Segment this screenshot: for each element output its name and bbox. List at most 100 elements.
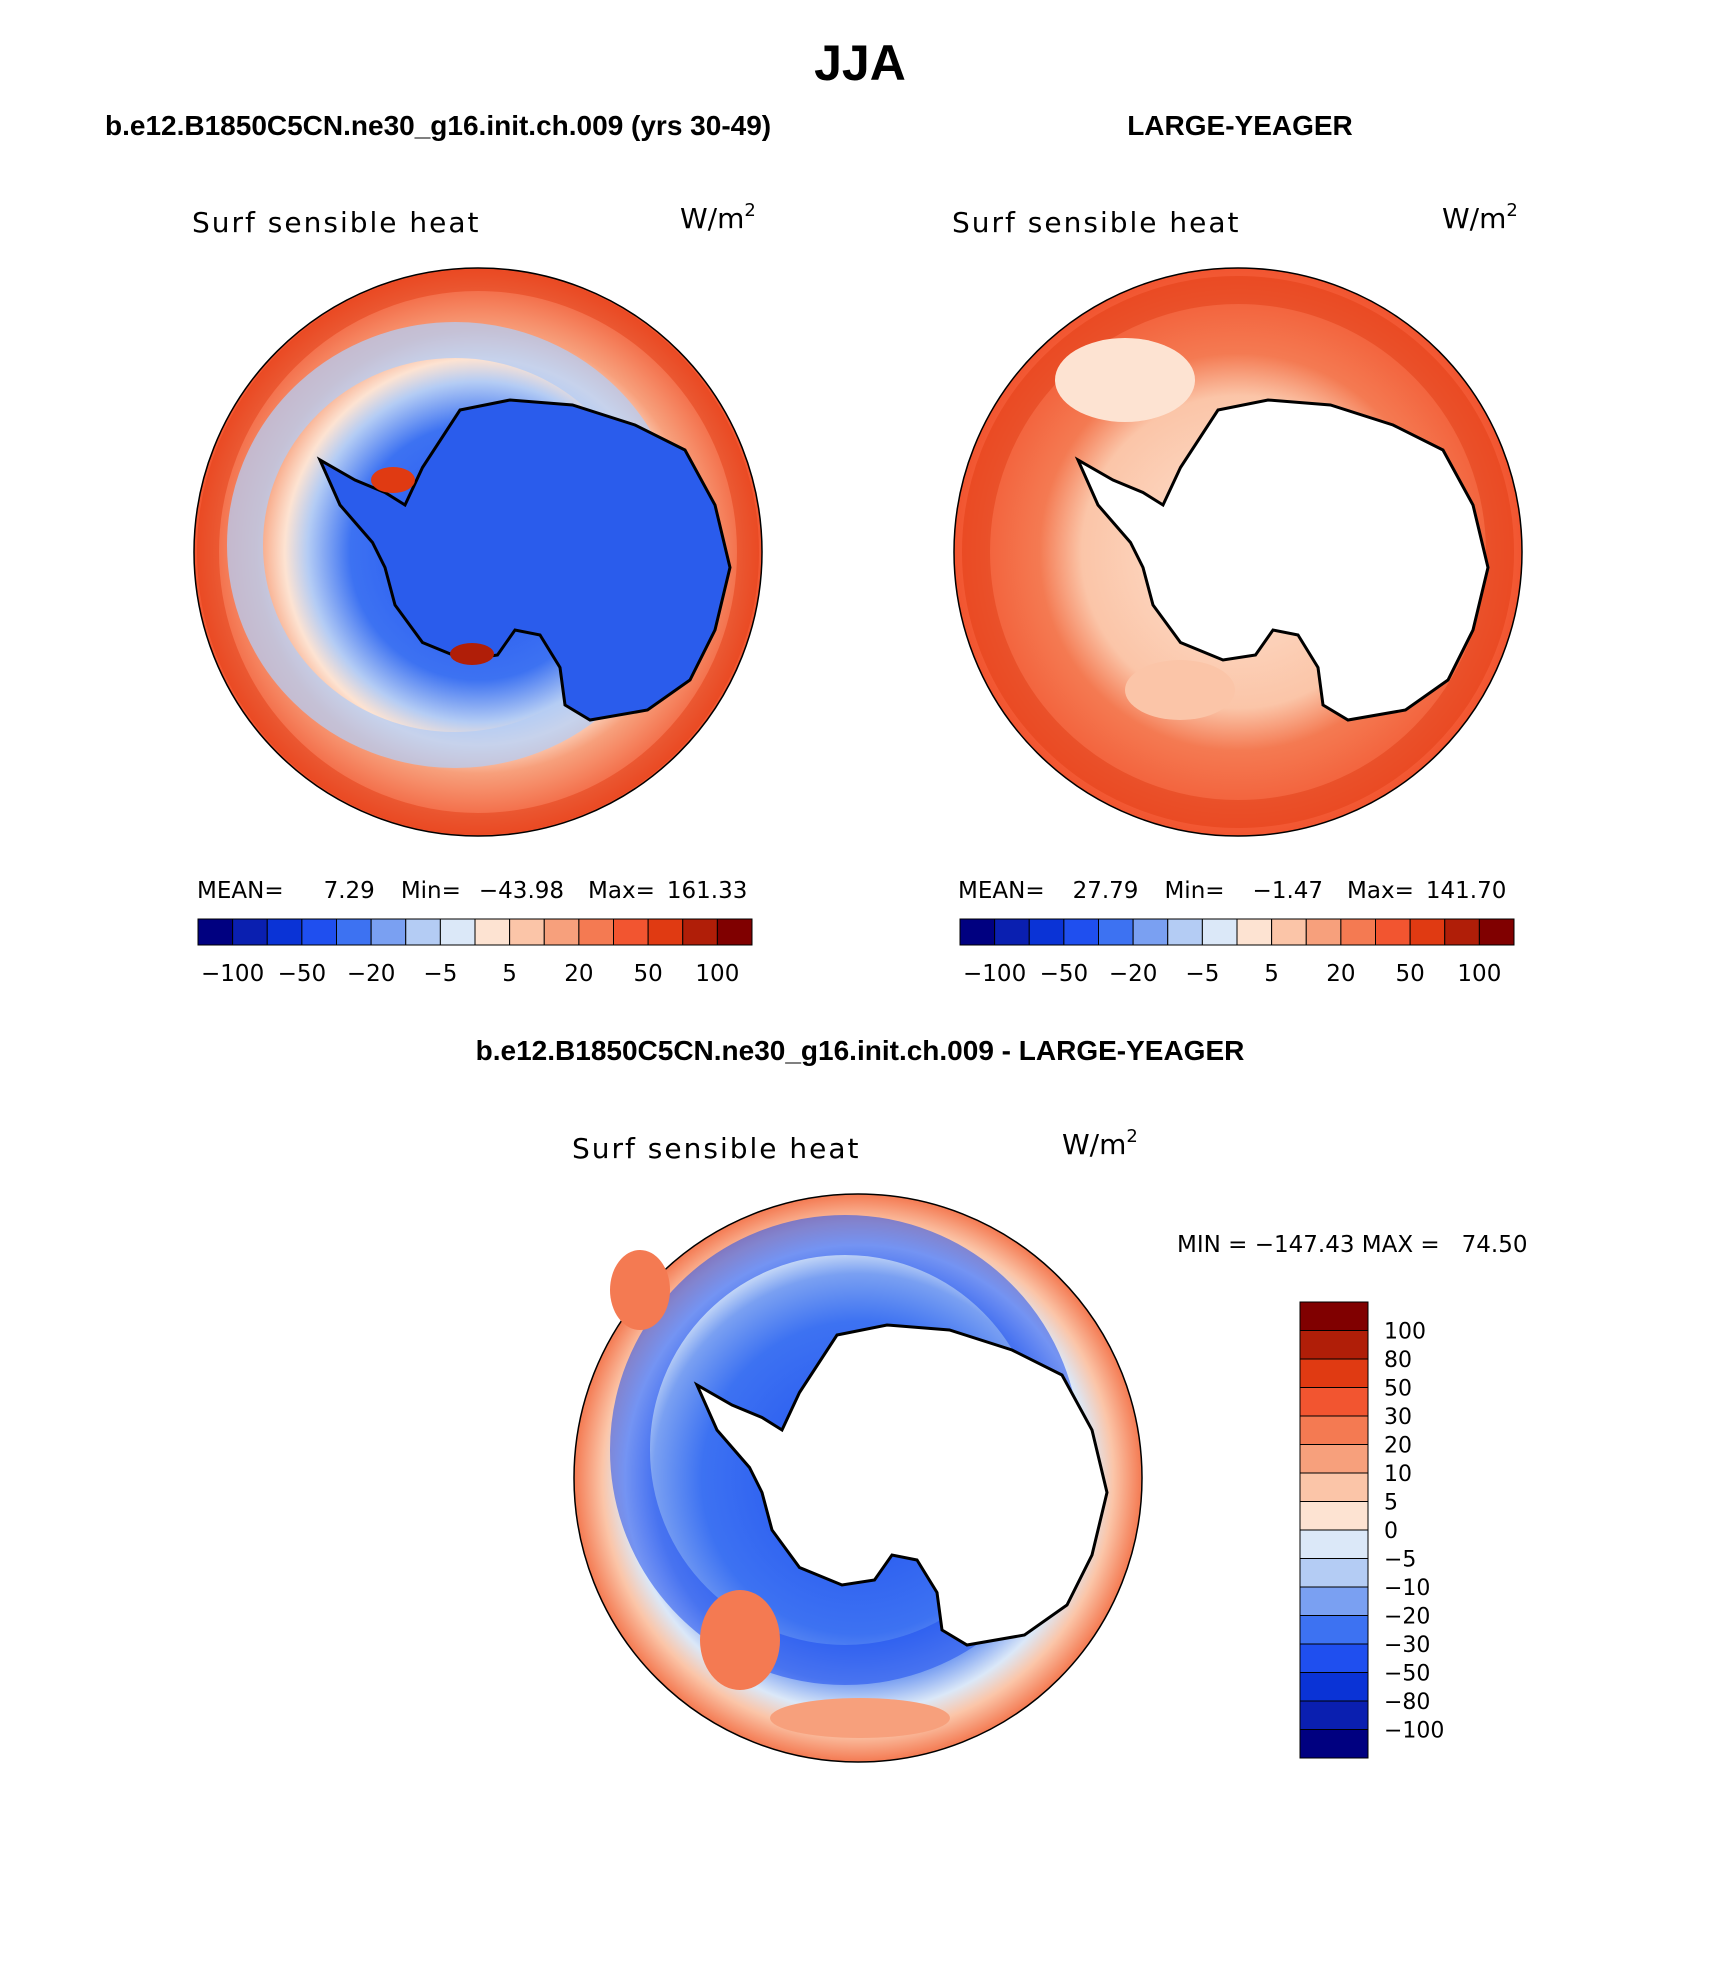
left-colorbar-swatch xyxy=(405,918,441,946)
diff-colorbar-label: −50 xyxy=(1384,1662,1430,1687)
diff-units-label: W/m2 xyxy=(1062,1126,1138,1161)
right-stats-max: 141.70 xyxy=(1426,878,1506,904)
left-map-hotspot xyxy=(371,467,415,493)
left-stats-max: 161.33 xyxy=(667,878,747,904)
diff-colorbar-label: 50 xyxy=(1384,1377,1412,1402)
left-stats-mean-label: MEAN= xyxy=(197,878,284,904)
left-map xyxy=(193,267,762,836)
diff-colorbar-swatch xyxy=(1299,1415,1369,1445)
left-colorbar-label: −50 xyxy=(278,961,327,987)
left-units-base: W/m xyxy=(680,202,744,235)
right-map-patch xyxy=(1125,660,1235,720)
right-colorbar-label: −50 xyxy=(1040,961,1089,987)
right-colorbar-label: 50 xyxy=(1395,961,1424,987)
right-colorbar-label: 20 xyxy=(1326,961,1355,987)
diff-colorbar-label: 20 xyxy=(1384,1434,1412,1459)
right-colorbar-swatch xyxy=(1375,918,1411,946)
diff-units-base: W/m xyxy=(1062,1128,1126,1161)
diff-minmax: MIN = −147.43 MAX = 74.50 xyxy=(1177,1232,1527,1258)
left-stats-max-label: Max= xyxy=(588,878,655,904)
diff-map-patch xyxy=(610,1250,670,1330)
left-colorbar-swatch xyxy=(716,918,753,946)
diff-colorbar-label: 10 xyxy=(1384,1462,1412,1487)
diff-colorbar-swatch xyxy=(1299,1729,1369,1759)
diff-colorbar-swatch xyxy=(1299,1700,1369,1730)
left-colorbar-label: 50 xyxy=(633,961,662,987)
left-colorbar-swatch xyxy=(197,918,234,946)
diff-colorbar-swatch xyxy=(1299,1444,1369,1474)
left-stats-min: −43.98 xyxy=(479,878,564,904)
left-colorbar-swatch xyxy=(232,918,268,946)
left-colorbar-label: 5 xyxy=(502,961,517,987)
right-stats-min-label: Min= xyxy=(1164,878,1224,904)
right-stats-mean-label: MEAN= xyxy=(958,878,1045,904)
right-colorbar-label: −20 xyxy=(1109,961,1158,987)
panel-left: b.e12.B1850C5CN.ne30_g16.init.ch.009 (yr… xyxy=(105,110,771,987)
diff-colorbar-label: −80 xyxy=(1384,1690,1430,1715)
left-units-exp: 2 xyxy=(744,200,755,221)
right-colorbar-swatch xyxy=(1236,918,1273,946)
left-stats: MEAN= 7.29 Min= −43.98 Max= 161.33 xyxy=(197,878,747,904)
right-colorbar-swatch xyxy=(994,918,1030,946)
diff-colorbar-label: 0 xyxy=(1384,1519,1398,1544)
diff-map-patch xyxy=(700,1590,780,1690)
left-colorbar-swatch xyxy=(613,918,649,946)
diff-colorbar-swatch xyxy=(1299,1301,1369,1331)
diff-case-title: b.e12.B1850C5CN.ne30_g16.init.ch.009 - L… xyxy=(476,1035,1245,1066)
right-colorbar: −100 −50 −20 −5 5 20 50 100 xyxy=(959,918,1515,987)
right-map xyxy=(954,267,1522,836)
right-stats-min: −1.47 xyxy=(1253,878,1323,904)
page-title: JJA xyxy=(814,35,906,91)
right-units-base: W/m xyxy=(1442,202,1506,235)
diff-colorbar-swatch xyxy=(1299,1672,1369,1702)
left-colorbar-label: 100 xyxy=(695,961,739,987)
diff-colorbar-swatch xyxy=(1299,1529,1369,1559)
right-colorbar-swatch xyxy=(1478,918,1515,946)
right-colorbar-swatch xyxy=(1305,918,1342,946)
diff-colorbar-swatch xyxy=(1299,1472,1369,1502)
diff-colorbar-label: −100 xyxy=(1384,1719,1444,1744)
right-colorbar-swatch xyxy=(1132,918,1169,946)
diff-units-exp: 2 xyxy=(1126,1126,1137,1147)
panel-diff: b.e12.B1850C5CN.ne30_g16.init.ch.009 - L… xyxy=(476,1035,1527,1762)
diff-variable-label: Surf sensible heat xyxy=(572,1132,861,1165)
diff-colorbar-swatch xyxy=(1299,1330,1369,1360)
right-colorbar-swatch xyxy=(1201,918,1238,946)
right-units-exp: 2 xyxy=(1506,200,1517,221)
right-colorbar-swatch xyxy=(1028,918,1065,946)
left-colorbar-swatch xyxy=(543,918,580,946)
diff-colorbar-swatch xyxy=(1299,1615,1369,1645)
left-units-label: W/m2 xyxy=(680,200,756,235)
diff-colorbar-swatch xyxy=(1299,1558,1369,1588)
left-colorbar-label: −100 xyxy=(201,961,264,987)
diff-colorbar-swatch xyxy=(1299,1501,1369,1531)
left-colorbar-swatch xyxy=(266,918,303,946)
right-colorbar-swatch xyxy=(1063,918,1099,946)
right-case-title: LARGE-YEAGER xyxy=(1127,110,1353,141)
left-map-hotspot xyxy=(450,643,494,665)
left-variable-label: Surf sensible heat xyxy=(192,206,481,239)
diff-colorbar-swatch xyxy=(1299,1387,1369,1417)
left-colorbar-swatch xyxy=(474,918,511,946)
left-colorbar-label: −5 xyxy=(423,961,457,987)
right-units-label: W/m2 xyxy=(1442,200,1518,235)
diff-colorbar-swatch xyxy=(1299,1586,1369,1616)
left-colorbar-swatch xyxy=(370,918,407,946)
left-map-band xyxy=(197,269,759,835)
left-colorbar-label: 20 xyxy=(564,961,593,987)
right-colorbar-label: 100 xyxy=(1457,961,1501,987)
left-stats-min-label: Min= xyxy=(401,878,461,904)
right-colorbar-swatch xyxy=(1340,918,1376,946)
right-colorbar-swatch xyxy=(1271,918,1307,946)
left-colorbar-label: −20 xyxy=(347,961,396,987)
panel-right: LARGE-YEAGER Surf sensible heat W/m2 MEA… xyxy=(952,110,1522,987)
diff-colorbar-label: 30 xyxy=(1384,1405,1412,1430)
right-variable-label: Surf sensible heat xyxy=(952,206,1241,239)
diff-map-patch xyxy=(770,1698,950,1738)
left-colorbar-swatch xyxy=(509,918,545,946)
right-colorbar-swatch xyxy=(1444,918,1480,946)
left-colorbar: −100 −50 −20 −5 5 20 50 100 xyxy=(197,918,753,987)
right-map-band xyxy=(962,276,1514,828)
